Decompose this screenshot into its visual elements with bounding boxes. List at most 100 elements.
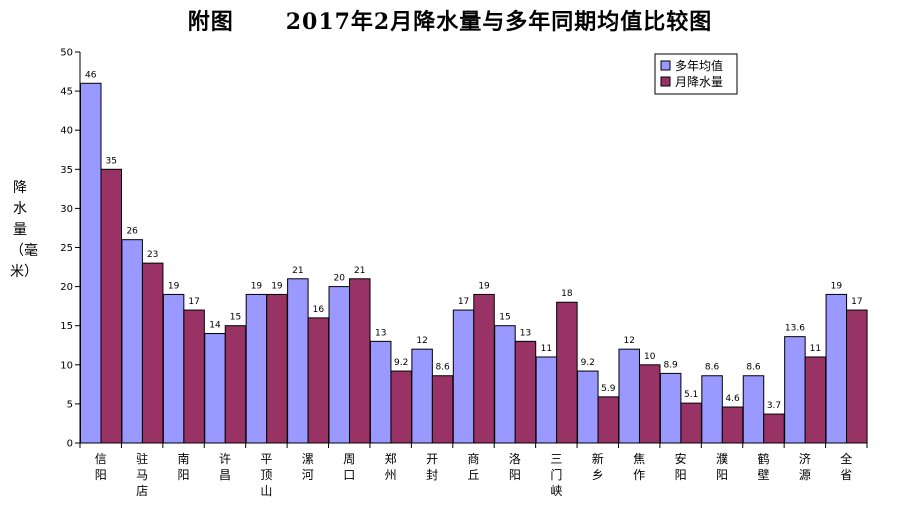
data-label: 17 bbox=[188, 297, 199, 307]
bar-month-15 bbox=[721, 406, 744, 444]
bar-avg-11 bbox=[535, 356, 558, 444]
data-label: 11 bbox=[810, 344, 821, 354]
legend-swatch bbox=[660, 76, 671, 87]
bar-avg-14 bbox=[659, 372, 682, 444]
chart-title: 附图 2017年2月降水量与多年同期均值比较图 bbox=[187, 9, 713, 35]
bar-month-16 bbox=[763, 413, 785, 444]
x-category-label: 全省 bbox=[840, 451, 852, 482]
y-tick-label: 40 bbox=[60, 126, 73, 137]
data-label: 19 bbox=[478, 281, 490, 291]
data-label: 14 bbox=[209, 321, 221, 331]
data-label: 21 bbox=[292, 266, 303, 276]
bar-avg-8 bbox=[411, 348, 433, 444]
x-category-label: 南阳 bbox=[178, 451, 190, 482]
data-label: 21 bbox=[354, 266, 365, 276]
x-category-label: 开封 bbox=[426, 452, 438, 482]
x-category-label: 信阳 bbox=[95, 452, 107, 482]
bar-month-6 bbox=[349, 278, 371, 444]
data-label: 8.9 bbox=[663, 360, 678, 370]
y-tick-label: 45 bbox=[60, 87, 73, 98]
data-label: 9.2 bbox=[394, 358, 408, 368]
y-tick-label: 50 bbox=[60, 48, 73, 59]
legend-label: 多年均值 bbox=[675, 58, 723, 73]
bar-month-0 bbox=[100, 168, 122, 444]
y-tick-label: 5 bbox=[67, 399, 73, 410]
bar-avg-10 bbox=[494, 325, 516, 444]
bar-avg-16 bbox=[742, 375, 765, 444]
data-label: 19 bbox=[168, 281, 180, 291]
data-label: 23 bbox=[147, 250, 158, 260]
data-label: 8.6 bbox=[746, 363, 761, 373]
bar-avg-9 bbox=[452, 309, 475, 444]
data-label: 13 bbox=[375, 328, 386, 338]
x-category-label: 周口 bbox=[343, 452, 355, 482]
bar-month-11 bbox=[556, 301, 578, 444]
x-category-label: 鹤壁 bbox=[757, 451, 769, 482]
x-category-label: 漯河 bbox=[302, 452, 314, 482]
data-label: 10 bbox=[644, 352, 656, 362]
bar-month-8 bbox=[431, 375, 454, 444]
bar-avg-13 bbox=[618, 348, 640, 444]
bar-avg-12 bbox=[577, 370, 599, 444]
bar-avg-1 bbox=[121, 239, 143, 444]
bar-month-9 bbox=[473, 293, 495, 444]
data-label: 4.6 bbox=[725, 394, 740, 404]
x-category-label: 郑州 bbox=[385, 451, 397, 482]
y-tick-label: 10 bbox=[60, 360, 73, 371]
bar-month-2 bbox=[183, 309, 205, 444]
data-label: 15 bbox=[499, 313, 510, 323]
x-category-label: 平顶山 bbox=[260, 452, 272, 498]
x-category-label: 安阳 bbox=[675, 451, 687, 482]
data-label: 35 bbox=[106, 156, 117, 166]
bar-month-18 bbox=[846, 309, 868, 444]
data-label: 17 bbox=[458, 297, 469, 307]
bar-month-12 bbox=[597, 396, 620, 444]
bar-month-17 bbox=[804, 356, 827, 444]
bar-avg-15 bbox=[701, 375, 723, 444]
data-label: 9.2 bbox=[581, 358, 595, 368]
bar-month-13 bbox=[638, 364, 661, 444]
bar-avg-18 bbox=[825, 293, 848, 444]
bars-group bbox=[80, 82, 868, 444]
bar-avg-7 bbox=[369, 340, 392, 444]
data-labels-group: 46 35 26 23 19 17 14 15 19 19 21 16 20 21 13 9.2 12 8.6 17… bbox=[85, 70, 863, 411]
data-label: 13 bbox=[520, 328, 531, 338]
bar-avg-5 bbox=[287, 278, 309, 444]
y-axis: 0 5 10 15 20 25 30 35 40 45 50 bbox=[60, 48, 81, 450]
data-label: 12 bbox=[623, 336, 634, 346]
data-label: 19 bbox=[251, 281, 263, 291]
x-category-label: 许昌 bbox=[219, 452, 231, 482]
bar-avg-2 bbox=[162, 293, 185, 444]
bar-avg-6 bbox=[328, 286, 351, 444]
data-label: 17 bbox=[851, 297, 862, 307]
x-category-label: 濮阳 bbox=[716, 451, 728, 482]
x-category-label: 洛阳 bbox=[509, 451, 521, 482]
data-label: 15 bbox=[230, 313, 241, 323]
bar-month-14 bbox=[680, 402, 702, 444]
bar-month-7 bbox=[390, 370, 412, 444]
bar-month-3 bbox=[224, 325, 247, 444]
data-label: 11 bbox=[541, 344, 552, 354]
bar-avg-0 bbox=[80, 82, 102, 444]
x-category-label: 驻马店 bbox=[136, 451, 148, 498]
data-label: 19 bbox=[831, 281, 843, 291]
data-label: 5.9 bbox=[601, 384, 616, 394]
bar-avg-4 bbox=[245, 293, 268, 444]
y-tick-label: 20 bbox=[60, 282, 73, 293]
data-label: 46 bbox=[85, 70, 97, 80]
data-label: 12 bbox=[416, 336, 427, 346]
x-category-label: 三门峡 bbox=[550, 452, 562, 498]
y-tick-label: 15 bbox=[60, 321, 73, 332]
data-label: 18 bbox=[561, 289, 573, 299]
legend-label: 月降水量 bbox=[675, 75, 723, 89]
x-category-label: 焦作 bbox=[633, 452, 645, 482]
data-label: 20 bbox=[334, 274, 346, 284]
y-tick-label: 0 bbox=[67, 439, 73, 450]
data-label: 5.1 bbox=[684, 390, 698, 400]
x-category-label: 新乡 bbox=[592, 451, 604, 482]
data-label: 19 bbox=[271, 281, 283, 291]
bar-avg-3 bbox=[204, 333, 226, 444]
